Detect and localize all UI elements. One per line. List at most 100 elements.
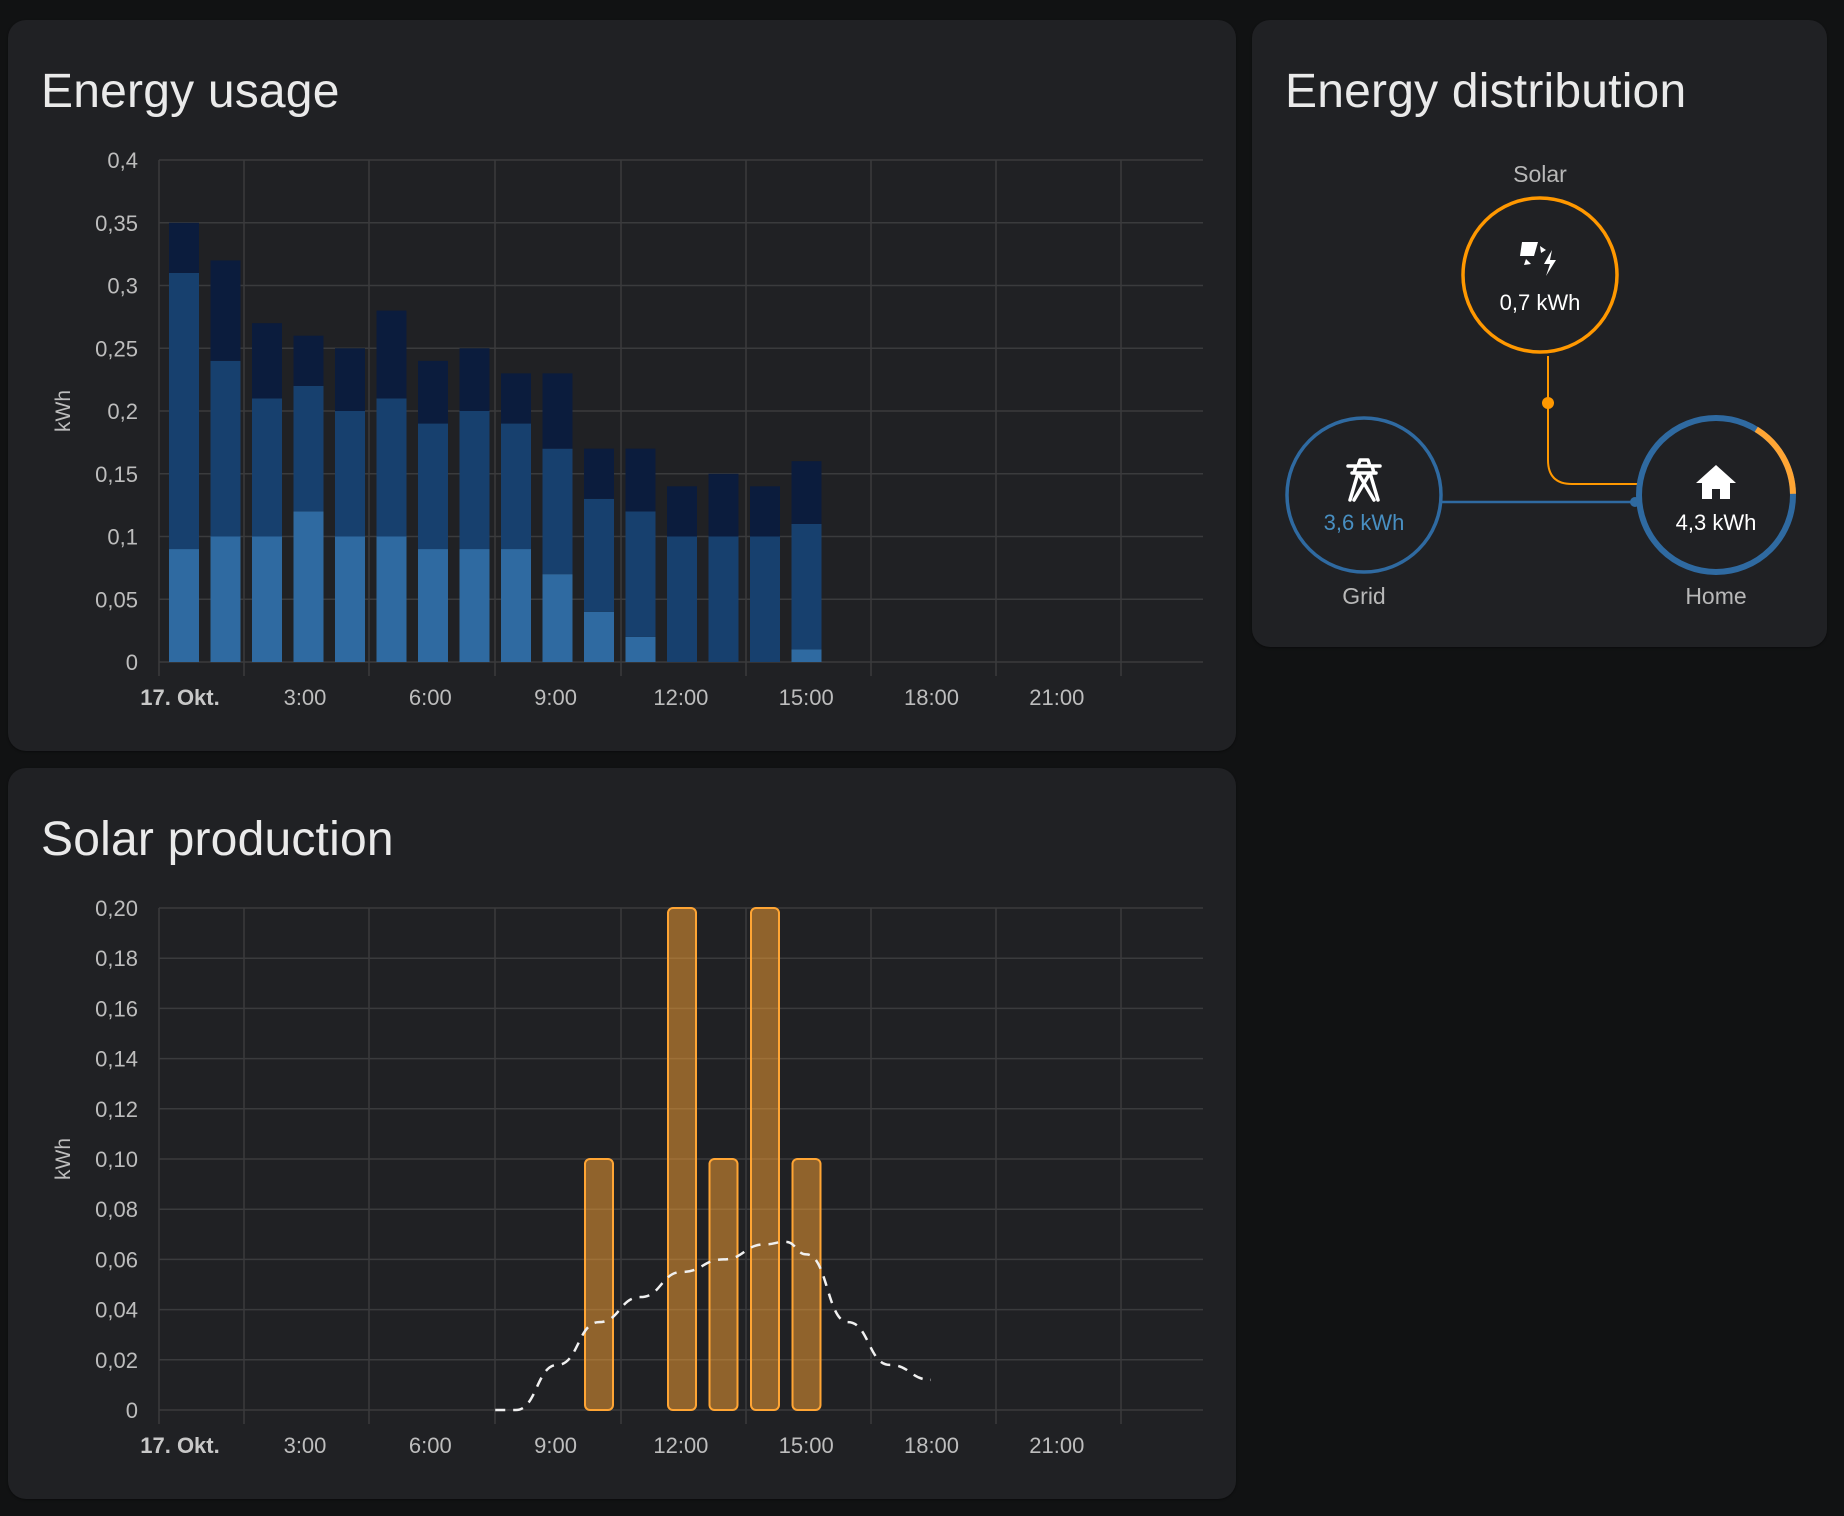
usage-bar-segment[interactable] [542,574,573,662]
usage-bar-segment[interactable] [625,511,656,637]
usage-bar-segment[interactable] [667,536,697,663]
solar-y-axis-label: kWh [52,1138,75,1180]
solar-bar[interactable] [791,1158,822,1411]
usage-bar-segment[interactable] [335,348,365,411]
transmission-tower-icon [1346,458,1382,502]
usage-bar-segment[interactable] [210,360,241,537]
usage-bar-segment[interactable] [169,549,199,662]
home-solar-share-arc [1754,426,1796,494]
usage-y-axis-label: kWh [52,390,75,432]
usage-y-tick-label: 0,1 [107,525,138,550]
usage-bar-segment[interactable] [708,536,739,663]
usage-y-tick-label: 0,15 [95,462,138,487]
usage-x-tick-label: 15:00 [779,685,834,710]
solar-x-tick-label: 12:00 [653,1433,708,1458]
usage-bar-segment[interactable] [584,448,614,499]
solar-y-tick-label: 0,04 [95,1298,138,1323]
solar-y-tick-label: 0,02 [95,1348,138,1373]
grid-circle[interactable] [1285,416,1443,574]
usage-bar-segment[interactable] [459,411,490,550]
usage-bar-segment[interactable] [542,448,573,575]
usage-x-tick-label: 18:00 [904,685,959,710]
usage-bar-segment[interactable] [376,536,407,663]
usage-bar-segment[interactable] [584,611,614,662]
usage-bar-segment[interactable] [418,549,448,662]
usage-bar-segment[interactable] [708,473,739,537]
usage-bar-segment[interactable] [335,536,365,663]
solar-bar[interactable] [667,907,697,1411]
usage-bar-segment[interactable] [750,486,780,537]
usage-bar-segment[interactable] [791,523,822,650]
usage-bar-segment[interactable] [293,385,324,512]
solar-y-tick-label: 0,12 [95,1097,138,1122]
energy-flow-diagram: 0,7 kWh 3,6 kWh 4,3 kWh Solar Grid Home [1285,161,1796,609]
usage-bar-segment[interactable] [501,423,531,550]
solar-circle[interactable] [1461,196,1619,354]
usage-bar-segment[interactable] [791,461,822,524]
solar-flow-dot [1542,397,1554,409]
usage-x-tick-label: 6:00 [409,685,452,710]
usage-bar-segment[interactable] [459,549,490,662]
usage-bar-segment[interactable] [418,423,448,550]
usage-bar-segment[interactable] [542,373,573,449]
home-icon [1696,465,1736,499]
usage-bar-segment[interactable] [376,310,407,399]
solar-forecast-line [495,1240,932,1412]
energy-usage-chart: 0 0,05 0,1 0,15 0,2 0,25 0,3 0,35 0,4 17. Okt. 3:0… [52,148,1203,710]
usage-bar-segment[interactable] [210,536,241,663]
solar-y-tick-label: 0,10 [95,1147,138,1172]
grid-label: Grid [1342,583,1385,609]
home-value: 4,3 kWh [1676,510,1757,535]
usage-bar-segment[interactable] [252,323,282,399]
usage-y-tick-label: 0,2 [107,399,138,424]
solar-label: Solar [1513,161,1567,187]
usage-x-tick-label: 9:00 [534,685,577,710]
usage-bar-segment[interactable] [293,335,324,386]
solar-production-chart: 0 0,02 0,04 0,06 0,08 0,10 0,12 0,14 0,16 0,18 0,2… [52,896,1203,1458]
solar-x-tick-label: 18:00 [904,1433,959,1458]
usage-x-tick-label: 3:00 [284,685,327,710]
usage-y-tick-label: 0,35 [95,211,138,236]
usage-bar-segment[interactable] [210,260,241,361]
usage-bar-segment[interactable] [169,272,199,550]
grid-value: 3,6 kWh [1324,510,1405,535]
solar-bar[interactable] [708,1158,739,1411]
usage-bar-segment[interactable] [584,498,614,612]
home-circle[interactable] [1636,415,1796,575]
usage-bar-segment[interactable] [459,348,490,411]
usage-bar-segment[interactable] [376,398,407,537]
usage-bar-segment[interactable] [667,486,697,537]
usage-bar-segment[interactable] [791,649,822,662]
solar-y-tick-label: 0,06 [95,1247,138,1272]
solar-to-home-flow [1547,356,1642,485]
energy-usage-card: Energy usage 0 0,05 0,1 0,15 0,2 0,25 0,3 0,35 0… [8,20,1236,751]
usage-bar-segment[interactable] [169,222,199,273]
solar-x-tick-label: 15:00 [779,1433,834,1458]
usage-y-tick-label: 0,25 [95,336,138,361]
usage-bar-segment[interactable] [418,360,448,424]
solar-y-tick-label: 0,18 [95,946,138,971]
usage-bar-segment[interactable] [625,636,656,662]
usage-x-tick-label: 17. Okt. [140,685,219,710]
solar-y-tick-label: 0 [126,1398,138,1423]
usage-bar-segment[interactable] [501,549,531,662]
usage-bar-segment[interactable] [252,398,282,537]
usage-bar-segment[interactable] [750,536,780,663]
usage-bar-segment[interactable] [335,411,365,537]
home-label: Home [1685,583,1746,609]
usage-bar-segment[interactable] [252,536,282,663]
energy-usage-title: Energy usage [41,65,340,118]
usage-x-tick-label: 21:00 [1029,685,1084,710]
usage-bar-segment[interactable] [501,373,531,424]
usage-y-tick-label: 0,3 [107,274,138,299]
usage-bar-segment[interactable] [625,448,656,512]
solar-bar[interactable] [750,907,780,1411]
solar-x-tick-label: 9:00 [534,1433,577,1458]
solar-y-tick-label: 0,16 [95,996,138,1021]
usage-bar-segment[interactable] [293,511,324,662]
energy-distribution-title: Energy distribution [1285,65,1687,118]
solar-y-tick-label: 0,08 [95,1197,138,1222]
solar-x-tick-label: 6:00 [409,1433,452,1458]
solar-bar[interactable] [584,1158,614,1411]
usage-y-tick-label: 0,4 [107,148,138,173]
